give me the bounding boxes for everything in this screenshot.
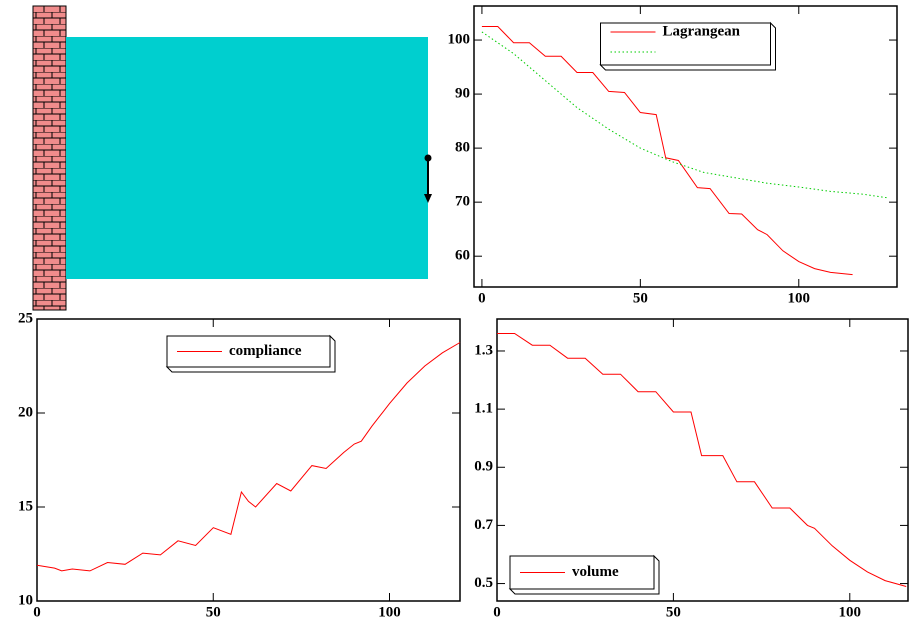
legend-label: volume — [572, 564, 619, 580]
plot-frame — [473, 5, 898, 288]
y-tick-label: 90 — [455, 86, 470, 102]
data-line — [497, 333, 907, 587]
legend: compliance — [165, 334, 336, 373]
beam — [66, 37, 428, 279]
wall — [32, 5, 67, 311]
x-tick-label: 0 — [493, 604, 501, 620]
y-tick-label: 10 — [18, 592, 33, 608]
x-tick-label: 50 — [666, 604, 681, 620]
x-tick-label: 50 — [206, 604, 221, 620]
y-tick-label: 1.1 — [474, 401, 493, 417]
legend: Lagrangean — [599, 21, 776, 71]
y-tick-label: 1.3 — [474, 342, 493, 358]
x-tick-label: 100 — [839, 604, 862, 620]
y-tick-label: 60 — [455, 248, 470, 264]
y-tick-label: 100 — [448, 31, 471, 47]
structure-diagram — [32, 5, 432, 311]
y-tick-label: 0.9 — [474, 459, 493, 475]
plot-frame — [496, 318, 909, 602]
legend-label: Lagrangean — [663, 23, 741, 39]
legend-box — [600, 22, 771, 66]
chart: 10 15 20 25 0 50 100 compliance — [18, 310, 461, 620]
y-tick-label: 20 — [18, 404, 33, 420]
x-tick-label: 100 — [378, 604, 401, 620]
y-tick-label: 25 — [18, 310, 33, 326]
arrow-head — [424, 194, 432, 203]
y-tick-label: 0.5 — [474, 575, 493, 591]
data-line — [481, 26, 853, 276]
chart: 60 70 80 90 100 0 50 100 Lagrangean — [448, 5, 898, 306]
y-tick-label: 0.7 — [474, 517, 493, 533]
x-tick-label: 0 — [33, 604, 41, 620]
legend-label: compliance — [229, 343, 302, 359]
data-line — [481, 31, 888, 199]
y-tick-label: 15 — [18, 498, 33, 514]
y-tick-label: 70 — [455, 194, 470, 210]
x-tick-label: 50 — [633, 290, 648, 306]
plot-frame — [36, 318, 461, 602]
chart: 0.5 0.7 0.9 1.1 1.3 0 50 100 volume — [474, 318, 909, 620]
x-tick-label: 100 — [788, 290, 811, 306]
data-line — [36, 342, 461, 572]
legend: volume — [508, 554, 660, 595]
x-tick-label: 0 — [478, 290, 486, 306]
load-point — [424, 154, 432, 162]
y-tick-label: 80 — [455, 140, 470, 156]
